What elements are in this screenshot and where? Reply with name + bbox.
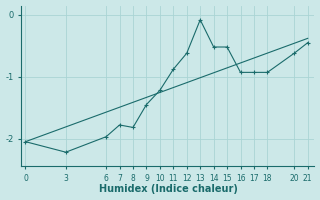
- X-axis label: Humidex (Indice chaleur): Humidex (Indice chaleur): [99, 184, 237, 194]
